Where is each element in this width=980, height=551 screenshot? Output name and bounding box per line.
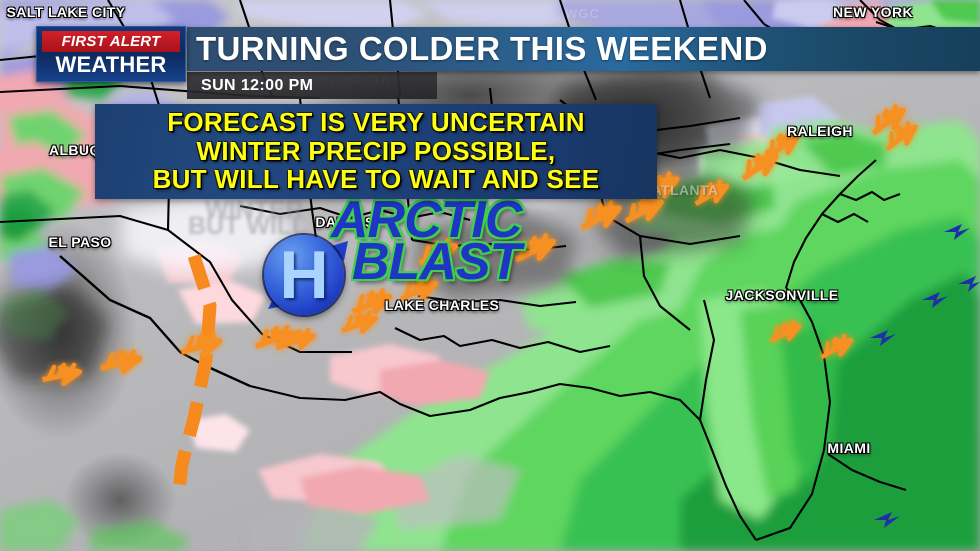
city-label-new-york: NEW YORK bbox=[833, 4, 913, 20]
message-line-1: FORECAST IS VERY UNCERTAIN bbox=[167, 106, 585, 137]
logo-first-alert-bar: FIRST ALERT bbox=[42, 31, 180, 52]
city-label-dallas: DALLAS bbox=[315, 214, 375, 230]
city-label-lake-charles: LAKE CHARLES bbox=[384, 297, 500, 313]
forecast-message-box: FORECAST IS VERY UNCERTAIN WINTER PRECIP… bbox=[95, 104, 657, 199]
headline-banner: TURNING COLDER THIS WEEKEND bbox=[187, 27, 980, 71]
city-label-atlanta: ATLANTA bbox=[651, 182, 719, 198]
message-line-2: WINTER PRECIP POSSIBLE, bbox=[196, 135, 556, 166]
arctic-blast-label-line2: BLAST bbox=[352, 233, 521, 291]
headline-text: TURNING COLDER THIS WEEKEND bbox=[196, 30, 768, 67]
pressure-letter: H bbox=[279, 237, 329, 313]
station-logo: FIRST ALERT WEATHER bbox=[36, 26, 186, 82]
timestamp-bar: SUN 12:00 PM bbox=[187, 72, 437, 99]
city-label-miami: MIAMI bbox=[827, 440, 871, 456]
city-label-raleigh: RALEIGH bbox=[787, 123, 853, 139]
city-label-salt-lake-city: SALT LAKE CITY bbox=[6, 4, 126, 20]
message-line-3: BUT WILL HAVE TO WAIT AND SEE bbox=[152, 164, 600, 195]
logo-line-2: WEATHER bbox=[55, 52, 167, 77]
logo-weather-bar: WEATHER bbox=[37, 52, 185, 78]
arctic-blast-label-line1: ARCTIC bbox=[331, 191, 522, 249]
city-label-el-paso: EL PASO bbox=[48, 234, 112, 250]
pressure-disc bbox=[264, 235, 344, 315]
timestamp-text: SUN 12:00 PM bbox=[201, 76, 314, 94]
logo-line-1: FIRST ALERT bbox=[61, 33, 161, 50]
city-label-jacksonville: JACKSONVILLE bbox=[725, 287, 839, 303]
high-pressure-symbol: H bbox=[256, 231, 352, 323]
arctic-front-boundary-dashed bbox=[171, 254, 217, 501]
